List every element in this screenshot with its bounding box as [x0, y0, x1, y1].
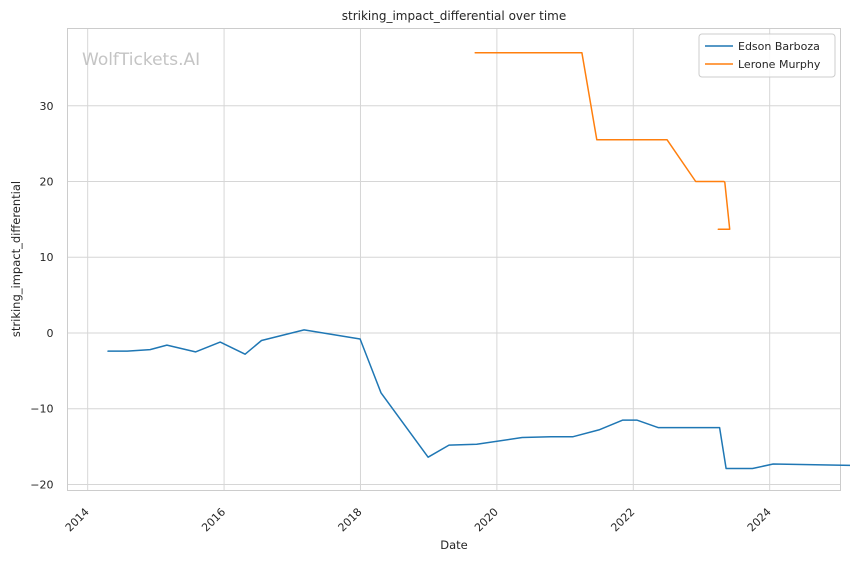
series-layer	[107, 51, 850, 470]
chart-title: striking_impact_differential over time	[342, 9, 567, 23]
y-tick-label: 30	[40, 100, 54, 113]
y-tick-label: −10	[30, 403, 53, 416]
x-tick-label: 2018	[336, 505, 365, 534]
legend: Edson Barboza Lerone Murphy	[698, 33, 836, 78]
x-tick-label: 2024	[745, 505, 774, 534]
legend-box	[698, 33, 836, 78]
x-tick-label: 2014	[63, 505, 92, 534]
series-line-edson-barboza	[107, 329, 850, 470]
y-tick-label: 10	[40, 251, 54, 264]
grid	[67, 28, 841, 491]
legend-label: Lerone Murphy	[738, 58, 821, 71]
y-tick-label: −20	[30, 478, 53, 491]
y-tick-label: 20	[40, 175, 54, 188]
x-tick-label: 2022	[608, 505, 637, 534]
watermark-text: WolfTickets.AI	[82, 50, 200, 70]
plot-area-frame	[67, 28, 841, 491]
legend-label: Edson Barboza	[738, 40, 820, 53]
series-line-lerone-murphy	[474, 51, 731, 230]
y-axis-title: striking_impact_differential	[9, 181, 23, 337]
y-tick-label: 0	[47, 327, 54, 340]
x-tick-label: 2016	[199, 505, 228, 534]
tick-labels: 2014 2016 2018 2020 2022 2024 −20 −10 0 10 20 30	[30, 100, 774, 535]
x-axis-title: Date	[440, 538, 468, 552]
x-tick-label: 2020	[472, 505, 501, 534]
